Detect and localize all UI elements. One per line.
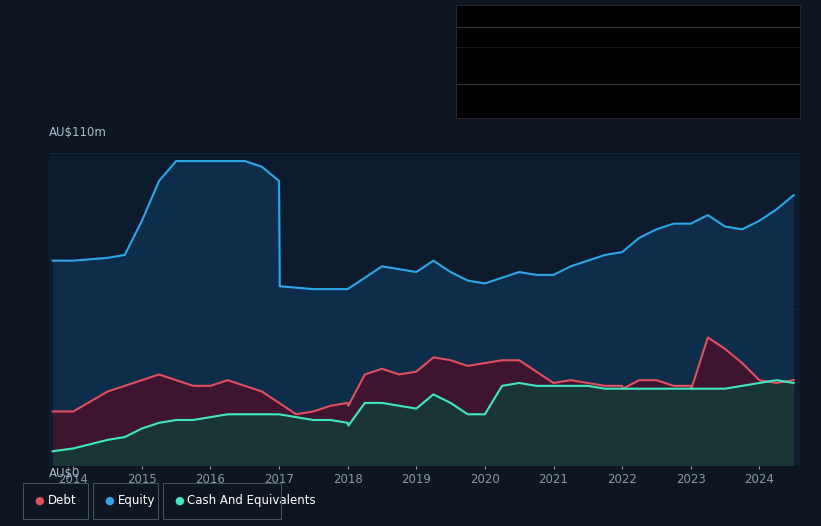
Text: AU$0: AU$0: [49, 467, 80, 480]
Text: 31.3%: 31.3%: [636, 65, 675, 75]
Text: Debt: Debt: [464, 30, 491, 40]
Text: AU$29.169m: AU$29.169m: [636, 87, 716, 97]
Text: Equity: Equity: [464, 50, 499, 60]
Text: AU$95.302m: AU$95.302m: [636, 50, 716, 60]
Text: ●: ●: [34, 495, 44, 506]
Text: Debt: Debt: [48, 494, 76, 507]
Text: Cash And Equivalents: Cash And Equivalents: [187, 494, 316, 507]
Text: Equity: Equity: [117, 494, 155, 507]
Text: Cash And Equivalents: Cash And Equivalents: [464, 87, 585, 97]
Text: Jun 30 2024: Jun 30 2024: [464, 9, 542, 23]
Text: AU$29.874m: AU$29.874m: [636, 30, 716, 40]
Text: AU$110m: AU$110m: [49, 126, 107, 139]
Text: Debt/Equity Ratio: Debt/Equity Ratio: [673, 65, 771, 75]
Text: ●: ●: [174, 495, 184, 506]
Text: ●: ●: [104, 495, 114, 506]
